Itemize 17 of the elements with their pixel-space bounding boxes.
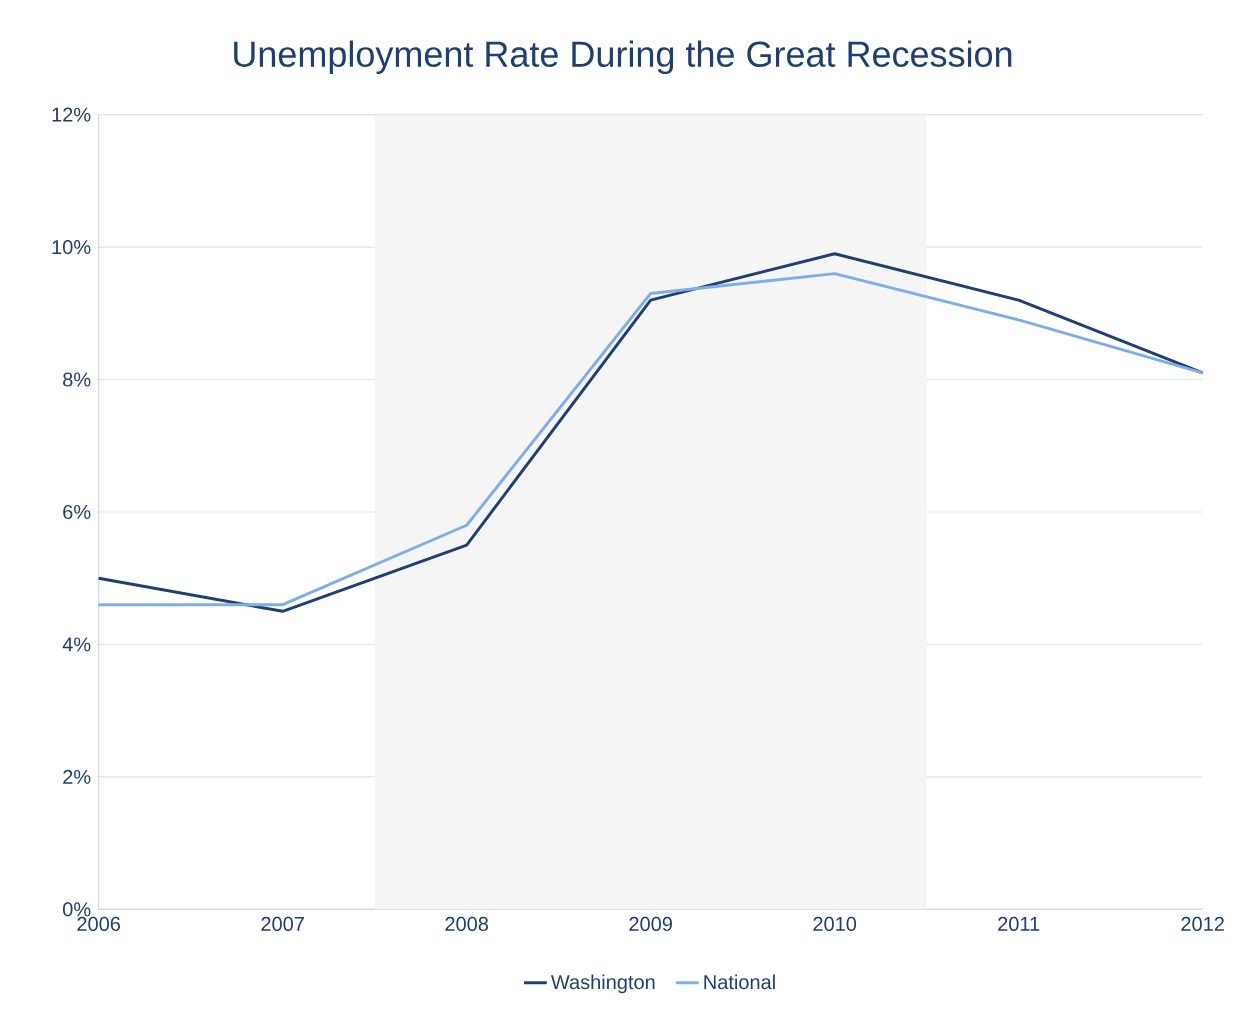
x-tick-label: 2009: [629, 916, 672, 932]
x-tick-label: 2008: [445, 916, 489, 932]
y-tick-label: 8%: [63, 372, 91, 387]
y-tick-label: 6%: [63, 504, 91, 520]
y-tick-label: 4%: [62, 637, 91, 652]
x-tick-label: 2007: [261, 916, 304, 932]
legend-label: National: [704, 974, 775, 990]
x-tick-label: 2006: [77, 916, 121, 932]
legend-label: Washington: [550, 974, 655, 994]
x-tick-label: 2010: [813, 916, 857, 932]
x-tick-label: 2011: [998, 916, 1040, 932]
chart-title: Unemployment Rate During the Great Recession: [234, 40, 1012, 75]
y-tick-label: 10%: [52, 240, 91, 255]
y-tick-label: 0%: [62, 902, 91, 917]
y-tick-label: 12%: [52, 107, 91, 122]
x-tick-label: 2012: [1181, 916, 1224, 932]
y-tick-label: 2%: [63, 769, 91, 784]
